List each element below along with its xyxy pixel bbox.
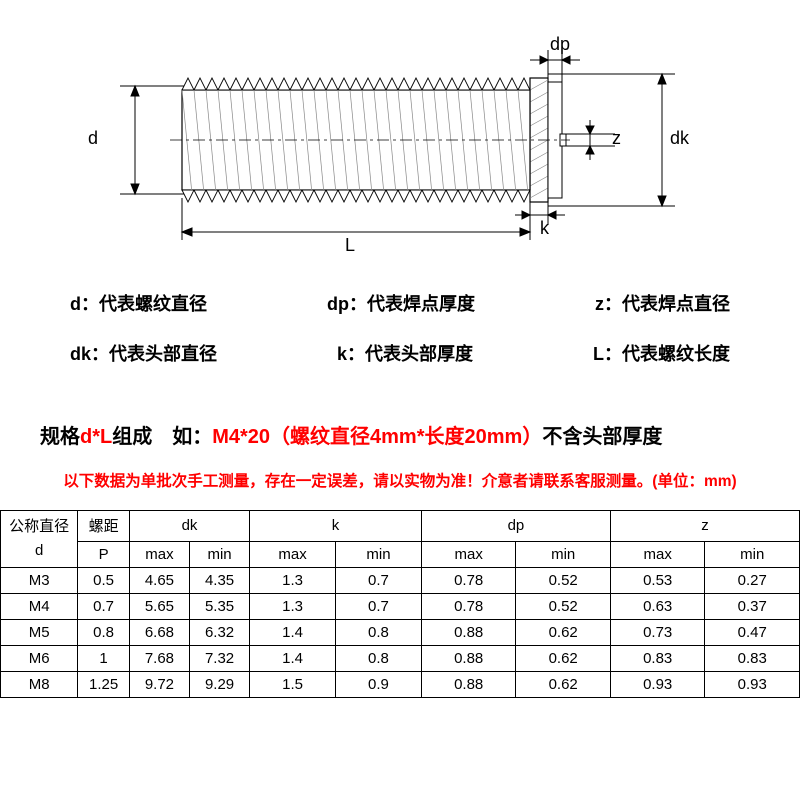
cell-z_min: 0.47 bbox=[705, 620, 800, 646]
cell-dk_min: 9.29 bbox=[190, 672, 250, 698]
cell-k_max: 1.4 bbox=[250, 620, 336, 646]
label-d: d bbox=[88, 128, 98, 149]
cell-d: M3 bbox=[1, 568, 78, 594]
cell-k_max: 1.3 bbox=[250, 594, 336, 620]
th-dp-max: max bbox=[421, 541, 516, 567]
cell-z_min: 0.37 bbox=[705, 594, 800, 620]
cell-dk_max: 9.72 bbox=[129, 672, 189, 698]
label-k: k bbox=[540, 218, 549, 239]
th-p-top: 螺距 bbox=[78, 511, 130, 542]
cell-p: 1 bbox=[78, 646, 130, 672]
label-z: z bbox=[612, 128, 621, 149]
cell-d: M5 bbox=[1, 620, 78, 646]
cell-z_max: 0.93 bbox=[610, 672, 705, 698]
th-p: P bbox=[78, 541, 130, 567]
label-dk: dk bbox=[670, 128, 689, 149]
th-dp: dp bbox=[421, 511, 610, 542]
cell-dp_max: 0.88 bbox=[421, 646, 516, 672]
legend: d：代表螺纹直径 dp：代表焊点厚度 z：代表焊点直径 dk：代表头部直径 k：… bbox=[0, 290, 800, 390]
cell-dk_max: 4.65 bbox=[129, 568, 189, 594]
stud-diagram: d dp dk z k L bbox=[110, 40, 700, 250]
cell-dp_min: 0.52 bbox=[516, 594, 611, 620]
cell-dk_min: 4.35 bbox=[190, 568, 250, 594]
th-dk-max: max bbox=[129, 541, 189, 567]
spec-table: 公称直径d 螺距 dk k dp z P max min max min max… bbox=[0, 510, 800, 698]
table-row: M617.687.321.40.80.880.620.830.83 bbox=[1, 646, 800, 672]
legend-L: L：代表螺纹长度 bbox=[593, 340, 730, 366]
cell-dp_min: 0.52 bbox=[516, 568, 611, 594]
spec-line: 规格d*L组成 如：M4*20（螺纹直径4mm*长度20mm）不含头部厚度 bbox=[40, 420, 760, 449]
cell-dp_max: 0.78 bbox=[421, 594, 516, 620]
cell-dp_max: 0.78 bbox=[421, 568, 516, 594]
cell-k_min: 0.8 bbox=[336, 646, 422, 672]
cell-k_max: 1.5 bbox=[250, 672, 336, 698]
spec-area: 规格d*L组成 如：M4*20（螺纹直径4mm*长度20mm）不含头部厚度 以下… bbox=[0, 420, 800, 491]
table-row: M81.259.729.291.50.90.880.620.930.93 bbox=[1, 672, 800, 698]
cell-dk_min: 5.35 bbox=[190, 594, 250, 620]
spec-table-wrapper: 公称直径d 螺距 dk k dp z P max min max min max… bbox=[0, 510, 800, 698]
table-row: M40.75.655.351.30.70.780.520.630.37 bbox=[1, 594, 800, 620]
th-dp-min: min bbox=[516, 541, 611, 567]
cell-p: 0.8 bbox=[78, 620, 130, 646]
cell-p: 0.5 bbox=[78, 568, 130, 594]
cell-dp_min: 0.62 bbox=[516, 620, 611, 646]
cell-k_max: 1.4 bbox=[250, 646, 336, 672]
note-line: 以下数据为单批次手工测量，存在一定误差，请以实物为准！介意者请联系客服测量。(单… bbox=[40, 469, 760, 491]
th-d: 公称直径d bbox=[1, 511, 78, 568]
cell-dk_max: 5.65 bbox=[129, 594, 189, 620]
table-row: M50.86.686.321.40.80.880.620.730.47 bbox=[1, 620, 800, 646]
table-row: M30.54.654.351.30.70.780.520.530.27 bbox=[1, 568, 800, 594]
cell-dk_min: 7.32 bbox=[190, 646, 250, 672]
cell-d: M8 bbox=[1, 672, 78, 698]
th-z-max: max bbox=[610, 541, 705, 567]
th-k-max: max bbox=[250, 541, 336, 567]
cell-dp_min: 0.62 bbox=[516, 672, 611, 698]
legend-dk: dk：代表头部直径 bbox=[70, 340, 217, 366]
cell-z_max: 0.53 bbox=[610, 568, 705, 594]
cell-z_min: 0.27 bbox=[705, 568, 800, 594]
cell-p: 1.25 bbox=[78, 672, 130, 698]
legend-row-1: d：代表螺纹直径 dp：代表焊点厚度 z：代表焊点直径 bbox=[70, 290, 730, 316]
cell-z_min: 0.83 bbox=[705, 646, 800, 672]
cell-z_max: 0.73 bbox=[610, 620, 705, 646]
label-dp: dp bbox=[550, 34, 570, 55]
cell-k_min: 0.9 bbox=[336, 672, 422, 698]
cell-k_min: 0.8 bbox=[336, 620, 422, 646]
cell-dp_min: 0.62 bbox=[516, 646, 611, 672]
cell-z_max: 0.63 bbox=[610, 594, 705, 620]
legend-row-2: dk：代表头部直径 k：代表头部厚度 L：代表螺纹长度 bbox=[70, 340, 730, 366]
cell-z_min: 0.93 bbox=[705, 672, 800, 698]
th-z: z bbox=[610, 511, 799, 542]
cell-z_max: 0.83 bbox=[610, 646, 705, 672]
cell-d: M4 bbox=[1, 594, 78, 620]
th-z-min: min bbox=[705, 541, 800, 567]
th-k-min: min bbox=[336, 541, 422, 567]
cell-dk_min: 6.32 bbox=[190, 620, 250, 646]
cell-dp_max: 0.88 bbox=[421, 620, 516, 646]
label-L: L bbox=[345, 235, 355, 256]
th-k: k bbox=[250, 511, 422, 542]
th-dk: dk bbox=[129, 511, 249, 542]
legend-dp: dp：代表焊点厚度 bbox=[327, 290, 475, 316]
legend-k: k：代表头部厚度 bbox=[337, 340, 473, 366]
cell-k_max: 1.3 bbox=[250, 568, 336, 594]
cell-k_min: 0.7 bbox=[336, 594, 422, 620]
cell-d: M6 bbox=[1, 646, 78, 672]
legend-d: d：代表螺纹直径 bbox=[70, 290, 207, 316]
legend-z: z：代表焊点直径 bbox=[595, 290, 730, 316]
cell-k_min: 0.7 bbox=[336, 568, 422, 594]
cell-dp_max: 0.88 bbox=[421, 672, 516, 698]
cell-p: 0.7 bbox=[78, 594, 130, 620]
th-dk-min: min bbox=[190, 541, 250, 567]
cell-dk_max: 7.68 bbox=[129, 646, 189, 672]
cell-dk_max: 6.68 bbox=[129, 620, 189, 646]
